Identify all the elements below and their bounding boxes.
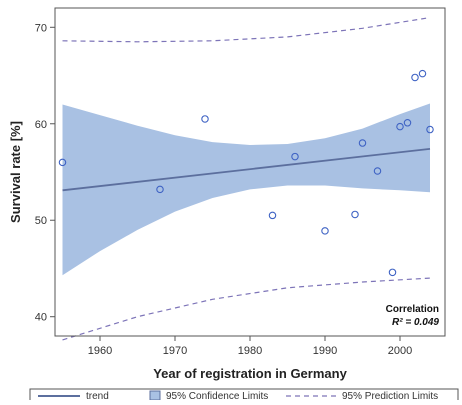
x-ticks: 1960 1970 1980 1990 2000	[88, 336, 412, 357]
prediction-limit-upper	[62, 17, 431, 43]
legend-band-swatch	[149, 390, 161, 401]
data-point	[388, 268, 397, 277]
data-point	[201, 115, 209, 123]
prediction-limit-lower	[62, 277, 431, 341]
data-point	[418, 69, 427, 78]
y-ticks: 40 50 60 70	[35, 22, 55, 324]
confidence-band	[62, 103, 430, 276]
data-point	[291, 152, 299, 161]
trend-line	[62, 147, 431, 192]
y-tick-label: 50	[35, 215, 47, 227]
data-point	[373, 167, 382, 175]
legend-trend-label: trend	[86, 391, 109, 400]
x-axis-title: Year of registration in Germany	[153, 366, 347, 381]
data-point	[403, 119, 412, 127]
x-tick-label: 1980	[238, 345, 262, 357]
y-axis-title: Survival rate [%]	[8, 121, 23, 223]
x-tick-label: 1960	[88, 345, 112, 357]
y-tick-label: 70	[35, 22, 47, 34]
y-tick-label: 40	[35, 312, 47, 324]
data-point	[426, 125, 434, 134]
x-tick-label: 1990	[313, 345, 337, 357]
legend-prediction-label: 95% Prediction Limits	[342, 391, 438, 400]
correlation-value: R² = 0.049	[392, 317, 439, 328]
data-point	[358, 139, 367, 147]
data-point	[411, 73, 419, 82]
confidence-band-layer	[62, 103, 430, 276]
points-layer	[58, 69, 434, 277]
legend-band-label: 95% Confidence Limits	[166, 391, 268, 400]
data-point	[351, 210, 359, 219]
data-point	[396, 122, 404, 131]
data-point	[156, 185, 164, 194]
x-tick-label: 1970	[163, 345, 187, 357]
trend-layer	[62, 147, 431, 192]
legend: trend 95% Confidence Limits 95% Predicti…	[29, 388, 459, 404]
data-point	[321, 227, 329, 235]
prediction-limits-layer	[62, 17, 431, 341]
y-tick-label: 60	[35, 119, 47, 131]
x-tick-label: 2000	[388, 345, 412, 357]
correlation-title: Correlation	[386, 304, 439, 315]
data-point	[268, 211, 277, 220]
data-point	[58, 158, 67, 167]
